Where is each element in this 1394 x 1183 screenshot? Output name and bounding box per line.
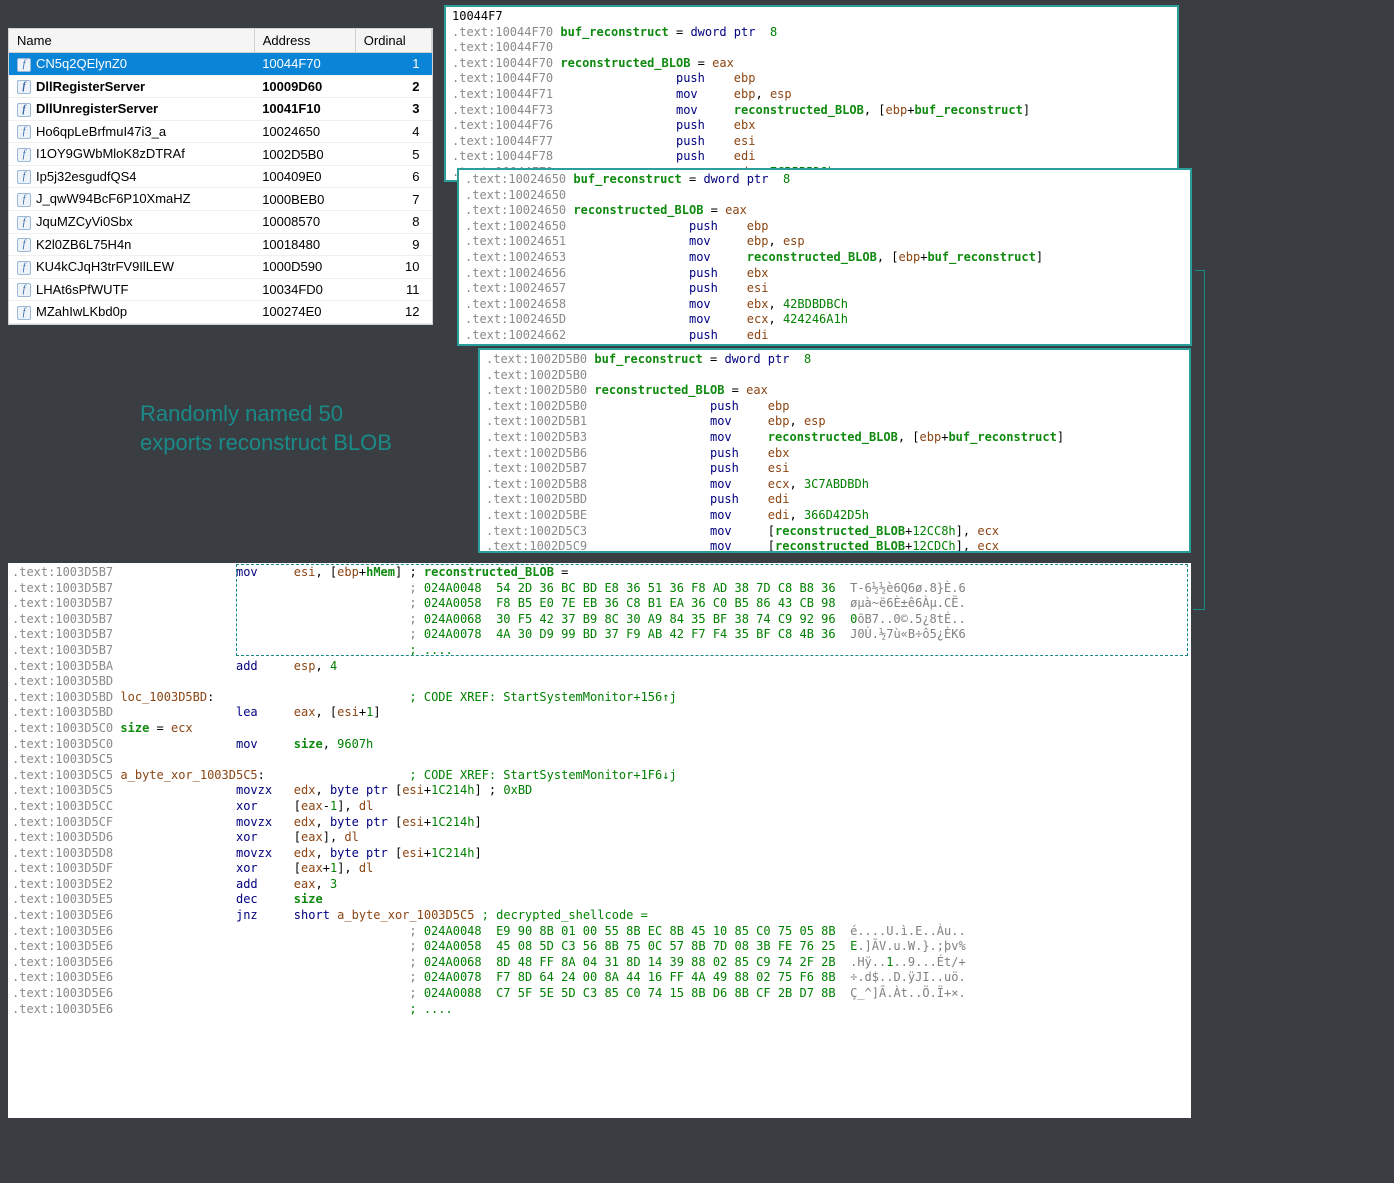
table-row[interactable]: fCN5q2QElynZ010044F701 [9, 53, 432, 76]
table-row[interactable]: fJ_qwW94BcF6P10XmaHZ1000BEB07 [9, 188, 432, 211]
col-ordinal[interactable]: Ordinal [355, 29, 431, 53]
table-row[interactable]: fDllUnregisterServer10041F103 [9, 98, 432, 121]
disasm-panel-lower: .text:1003D5B7 mov esi, [ebp+hMem] ; rec… [8, 563, 1191, 1118]
col-address[interactable]: Address [254, 29, 355, 53]
table-row[interactable]: fIp5j32esgudfQS4100409E06 [9, 165, 432, 188]
function-icon: f [17, 283, 31, 297]
caption-exports: Randomly named 50 exports reconstruct BL… [140, 400, 392, 457]
disasm-panel-1: 10044F7.text:10044F70 buf_reconstruct = … [444, 5, 1179, 182]
function-icon: f [17, 80, 31, 94]
table-row[interactable]: fDllRegisterServer10009D602 [9, 75, 432, 98]
table-row[interactable]: fKU4kCJqH3trFV9IlLEW1000D59010 [9, 256, 432, 279]
table-row[interactable]: fI1OY9GWbMloK8zDTRAf1002D5B05 [9, 143, 432, 166]
table-row[interactable]: fJquMZCyVi0Sbx100085708 [9, 210, 432, 233]
col-name[interactable]: Name [9, 29, 254, 53]
function-icon: f [17, 125, 31, 139]
table-row[interactable]: fMZahIwLKbd0p100274E012 [9, 301, 432, 324]
function-icon: f [17, 306, 31, 320]
function-icon: f [17, 193, 31, 207]
disasm-panel-2: .text:10024650 buf_reconstruct = dword p… [457, 168, 1192, 346]
disasm-panel-3: .text:1002D5B0 buf_reconstruct = dword p… [478, 348, 1191, 553]
function-icon: f [17, 58, 31, 72]
function-icon: f [17, 103, 31, 117]
function-icon: f [17, 261, 31, 275]
table-row[interactable]: fLHAt6sPfWUTF10034FD011 [9, 278, 432, 301]
function-icon: f [17, 148, 31, 162]
function-icon: f [17, 216, 31, 230]
function-icon: f [17, 170, 31, 184]
function-icon: f [17, 238, 31, 252]
table-row[interactable]: fK2l0ZB6L75H4n100184809 [9, 233, 432, 256]
table-row[interactable]: fHo6qpLeBrfmuI47i3_a100246504 [9, 120, 432, 143]
exports-table: Name Address Ordinal fCN5q2QElynZ010044F… [8, 28, 433, 325]
